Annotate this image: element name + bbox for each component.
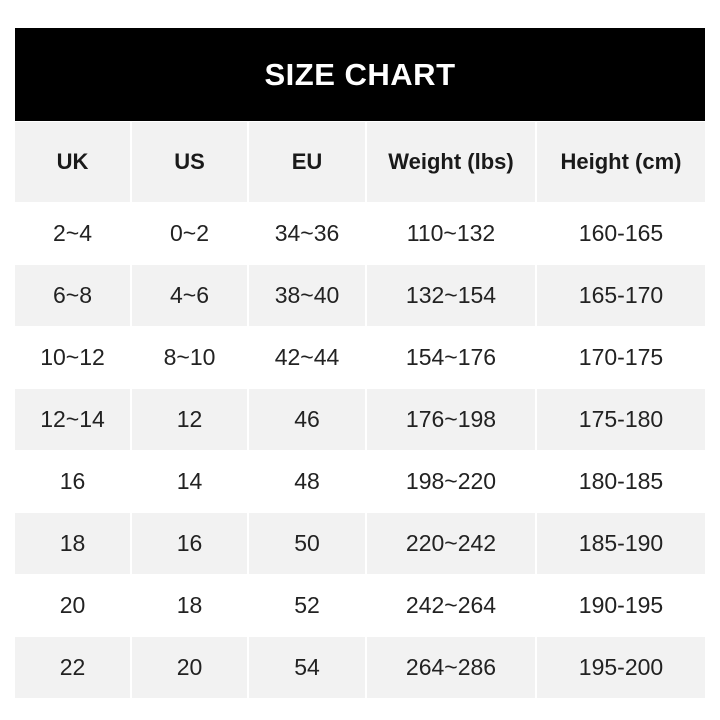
cell-uk: 16 [15,451,130,512]
cell-uk: 6~8 [15,265,130,326]
cell-eu: 52 [249,575,365,636]
column-header-eu: EU [249,122,365,202]
cell-uk: 10~12 [15,327,130,388]
cell-us: 20 [132,637,247,698]
title-bar: SIZE CHART [15,28,705,121]
cell-weight: 198~220 [367,451,535,512]
cell-height: 195-200 [537,637,705,698]
cell-height: 180-185 [537,451,705,512]
cell-weight: 110~132 [367,203,535,264]
cell-eu: 34~36 [249,203,365,264]
cell-uk: 18 [15,513,130,574]
cell-us: 18 [132,575,247,636]
cell-weight: 242~264 [367,575,535,636]
cell-us: 4~6 [132,265,247,326]
cell-height: 165-170 [537,265,705,326]
cell-uk: 22 [15,637,130,698]
cell-eu: 46 [249,389,365,450]
cell-us: 12 [132,389,247,450]
cell-eu: 48 [249,451,365,512]
cell-weight: 220~242 [367,513,535,574]
cell-weight: 154~176 [367,327,535,388]
size-table: UK US EU Weight (lbs) Height (cm) 2~4 0~2… [15,122,705,698]
cell-weight: 264~286 [367,637,535,698]
cell-us: 14 [132,451,247,512]
cell-eu: 54 [249,637,365,698]
cell-uk: 2~4 [15,203,130,264]
cell-uk: 12~14 [15,389,130,450]
cell-height: 185-190 [537,513,705,574]
cell-eu: 38~40 [249,265,365,326]
cell-uk: 20 [15,575,130,636]
cell-eu: 42~44 [249,327,365,388]
cell-height: 190-195 [537,575,705,636]
cell-height: 170-175 [537,327,705,388]
cell-weight: 132~154 [367,265,535,326]
cell-us: 16 [132,513,247,574]
cell-height: 175-180 [537,389,705,450]
column-header-weight: Weight (lbs) [367,122,535,202]
cell-eu: 50 [249,513,365,574]
size-chart-title: SIZE CHART [264,56,456,92]
column-header-height: Height (cm) [537,122,705,202]
cell-height: 160-165 [537,203,705,264]
cell-us: 0~2 [132,203,247,264]
column-header-us: US [132,122,247,202]
cell-weight: 176~198 [367,389,535,450]
cell-us: 8~10 [132,327,247,388]
column-header-uk: UK [15,122,130,202]
